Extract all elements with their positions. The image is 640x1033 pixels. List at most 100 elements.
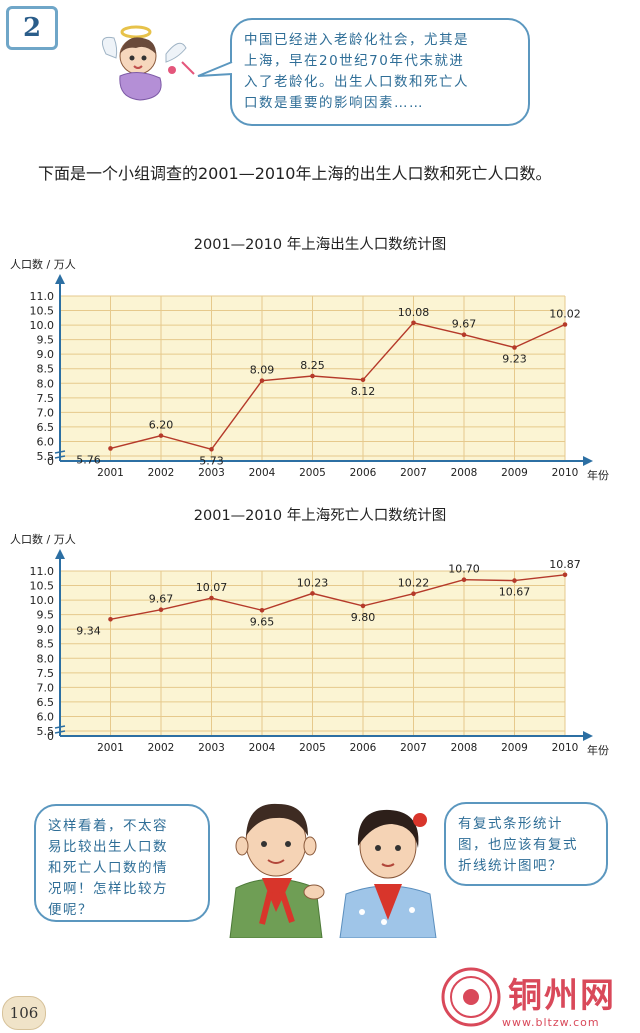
x-tick-label: 2003 [198,742,225,754]
chart-title-births: 2001—2010 年上海出生人口数统计图 [193,237,447,253]
bubble-line: 上海，早在20世纪70年代末就进 [244,53,465,69]
data-point [411,320,416,326]
y-tick-label: 6.0 [37,710,55,723]
x-tick-label: 2009 [501,467,528,479]
data-point [411,591,416,596]
series-line [110,321,566,451]
bubble-line: 折线统计图吧？ [458,858,563,874]
data-label: 10.87 [549,558,581,571]
y-axis-label: 人口数 / 万人 [10,258,76,271]
y-axis-arrow [55,549,65,559]
data-point [310,591,315,596]
y-tick-label: 8.5 [37,638,55,651]
y-tick-label: 8.0 [37,377,55,390]
bubble-line: 中国已经进入老龄化社会，尤其是 [244,32,469,48]
watermark-name: 铜州网 [508,976,616,1016]
data-label: 9.65 [250,615,275,628]
y-tick-label: 9.5 [37,334,55,347]
y-tick-label: 10.5 [30,580,55,593]
axis-break-mark [54,450,66,459]
data-label: 10.23 [297,576,329,589]
data-point [108,616,113,622]
data-label: 10.70 [448,563,480,576]
angel-illustration [101,25,195,101]
lesson-number-badge: 2 [6,6,58,50]
bubble-line: 况啊！怎样比较方 [48,881,168,897]
x-tick-label: 2004 [249,467,276,479]
y-tick-label: 0 [47,455,54,468]
data-point [360,603,366,609]
bubble-line: 有复式条形统计 [458,816,563,832]
y-tick-label: 10.0 [30,319,55,332]
data-label: 8.09 [250,364,275,377]
y-tick-label: 9.5 [37,609,55,622]
y-tick-label: 8.0 [37,652,55,665]
intro-text: 下面是一个小组调查的2001—2010年上海的出生人口数和死亡人口数。 [38,164,552,183]
x-tick-label: 2003 [198,467,225,479]
x-tick-label: 2005 [299,467,326,479]
bubble-line: 便呢？ [48,902,93,918]
bubble-line: 这样看着，不太容 [48,818,168,834]
data-label: 9.67 [452,318,477,331]
data-point [209,595,214,601]
data-point [512,578,517,583]
y-tick-label: 7.5 [37,667,55,680]
data-point [512,345,517,350]
x-axis-arrow [583,456,593,466]
data-label: 9.67 [149,593,174,606]
data-label: 6.20 [149,419,174,432]
y-tick-label: 9.0 [37,348,55,361]
x-tick-label: 2006 [350,467,377,479]
data-label: 8.12 [351,385,376,398]
y-tick-label: 7.0 [37,406,55,419]
data-label: 10.22 [398,577,430,590]
data-point [360,377,366,383]
y-tick-label: 10.5 [30,305,55,318]
y-tick-label: 10.0 [30,594,55,607]
y-tick-label: 6.0 [37,435,55,448]
bubble-line: 易比较出生人口数 [48,839,168,855]
speech-bubble-top: 中国已经进入老龄化社会，尤其是 上海，早在20世纪70年代末就进 入了老龄化。出… [230,18,530,126]
x-tick-label: 2010 [552,467,579,479]
girl-illustration [339,809,437,938]
speech-bubble-boy: 这样看着，不太容 易比较出生人口数 和死亡人口数的情 况啊！怎样比较方 便呢？ [34,804,210,922]
series-line [110,574,566,620]
x-tick-label: 2007 [400,467,427,479]
x-tick-label: 2005 [299,742,326,754]
chart-title-deaths: 2001—2010 年上海死亡人口数统计图 [193,508,447,524]
y-tick-label: 7.5 [37,392,55,405]
page-number: 106 [2,996,46,1030]
data-label: 9.34 [76,624,101,637]
x-tick-label: 2010 [552,742,579,754]
speech-bubble-tail [197,61,233,77]
watermark-seal-icon [441,967,501,1027]
y-tick-label: 5.5 [37,450,55,463]
bubble-line: 入了老龄化。出生人口数和死亡人 [244,74,469,90]
data-point [259,378,265,383]
y-tick-label: 5.5 [37,725,55,738]
x-tick-label: 2009 [501,742,528,754]
x-tick-label: 2007 [400,742,427,754]
x-axis-arrow [583,731,593,741]
y-tick-label: 11.0 [30,290,55,303]
watermark-url: www.bltzw.com [502,1016,600,1029]
data-label: 10.02 [549,308,581,321]
x-tick-label: 2006 [350,742,377,754]
data-label: 10.07 [196,581,228,594]
axis-break-mark [54,725,66,734]
data-point [259,607,265,613]
x-tick-label: 2002 [148,467,175,479]
y-tick-label: 11.0 [30,565,55,578]
data-point [158,433,164,438]
x-tick-label: 2004 [249,742,276,754]
data-label: 10.08 [398,306,430,319]
y-tick-label: 6.5 [37,421,55,434]
x-tick-label: 2008 [451,742,478,754]
x-tick-label: 2001 [97,742,124,754]
x-axis-label: 年份 [587,468,609,482]
x-tick-label: 2008 [451,467,478,479]
data-point [562,572,568,578]
boy-illustration [229,803,325,938]
